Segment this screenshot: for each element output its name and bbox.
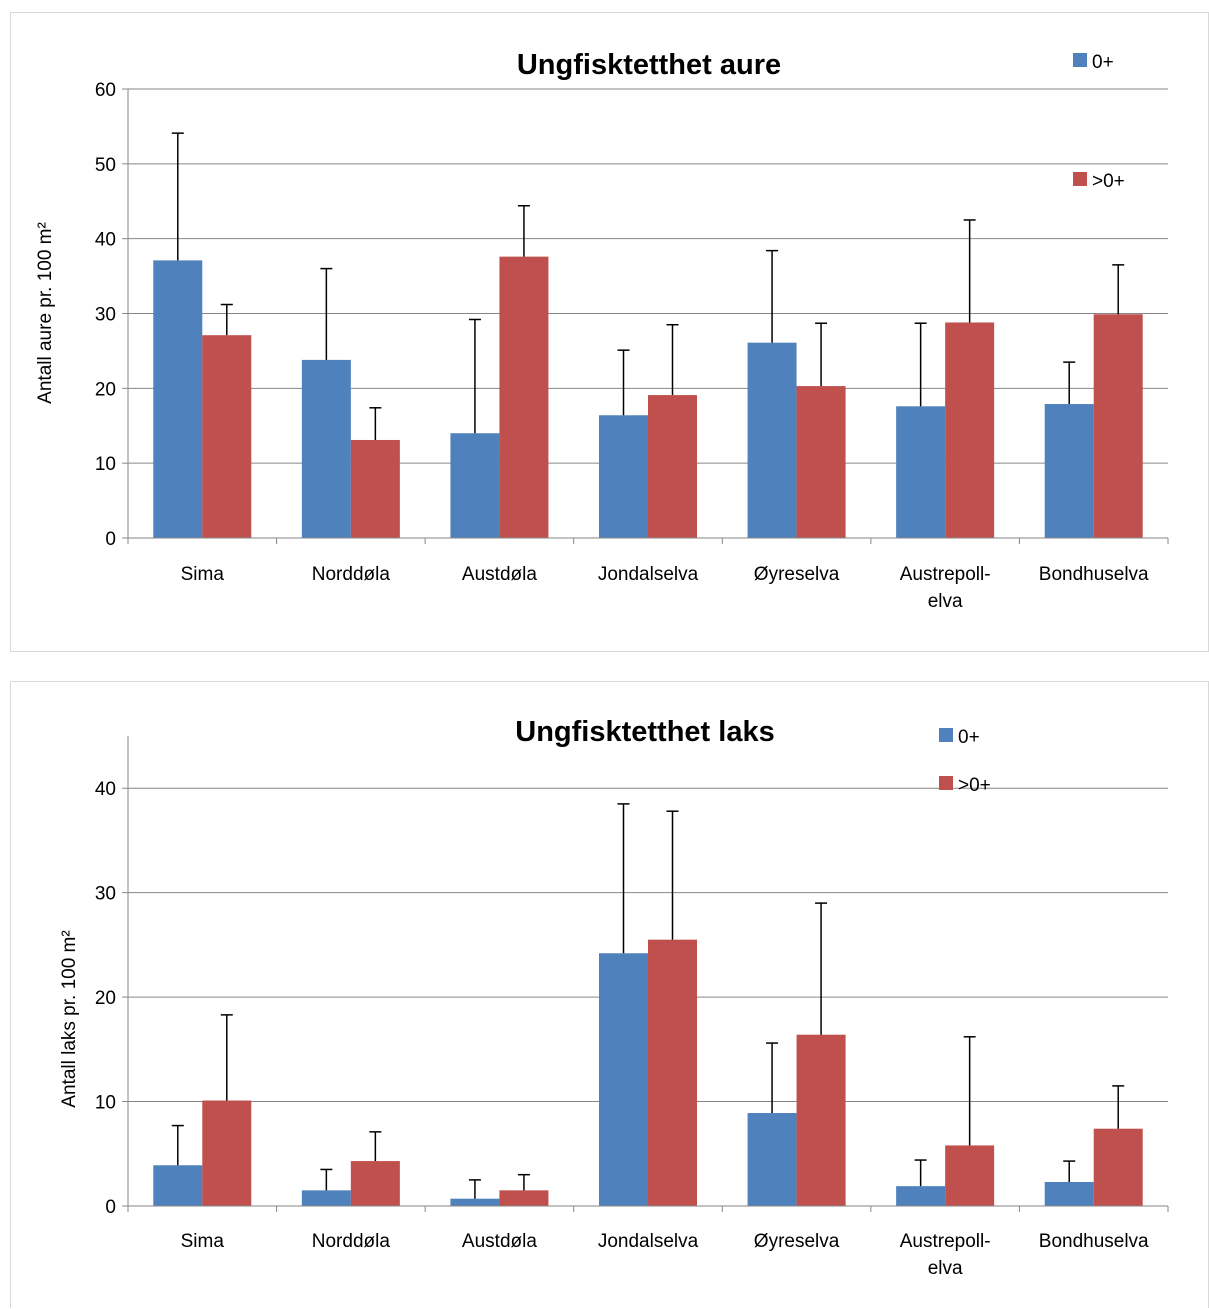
category-label-4: Øyreselva <box>754 1231 840 1252</box>
bar-age0-5 <box>896 1186 946 1206</box>
bar-older-6 <box>1093 314 1143 538</box>
legend-label-1: >0+ <box>1092 171 1125 192</box>
category-label-6: Bondhuselva <box>1039 564 1149 585</box>
bar-older-5 <box>945 322 995 538</box>
chart-title: Ungfisktetthet aure <box>517 49 781 81</box>
y-tick-label-3: 30 <box>95 884 116 905</box>
category-label-4: Øyreselva <box>754 564 840 585</box>
y-tick-label-4: 40 <box>95 230 116 251</box>
y-tick-label-1: 10 <box>95 454 116 475</box>
category-label-5-line1: elva <box>928 591 963 612</box>
bar-age0-4 <box>747 342 797 538</box>
chart-laks-svg: 0 10 20 30 40 Sima Norddøla Austdøla Jondalselva… <box>59 716 1169 1279</box>
category-label-0: Sima <box>181 1231 225 1252</box>
bar-older-3 <box>648 395 697 538</box>
bar-age0-6 <box>1044 404 1094 538</box>
y-tick-label-2: 20 <box>95 988 116 1009</box>
bar-age0-5 <box>896 406 946 538</box>
bar-older-2 <box>499 1190 549 1206</box>
y-tick-label-2: 20 <box>95 379 116 400</box>
category-label-1: Norddøla <box>312 564 391 585</box>
y-tick-label-0: 0 <box>105 529 116 550</box>
bar-older-4 <box>796 1034 846 1206</box>
y-tick-label-4: 40 <box>95 779 116 800</box>
chart-laks: 0 10 20 30 40 Sima Norddøla Austdøla Jondalselva… <box>10 681 1209 1308</box>
bar-older-0 <box>202 1100 252 1206</box>
category-label-5-line0: Austrepoll- <box>900 1231 991 1252</box>
category-label-2: Austdøla <box>462 564 537 585</box>
y-tick-label-5: 50 <box>95 155 116 176</box>
bar-older-1 <box>350 439 400 538</box>
chart-title: Ungfisktetthet laks <box>515 716 774 748</box>
bar-age0-4 <box>747 1113 797 1206</box>
category-label-3: Jondalselva <box>598 564 699 585</box>
bar-age0-0 <box>153 260 203 538</box>
bar-older-1 <box>350 1161 400 1206</box>
legend-label-1: >0+ <box>958 775 991 796</box>
y-tick-label-0: 0 <box>105 1197 116 1218</box>
legend-swatch-1 <box>1073 172 1087 186</box>
category-label-5-line0: Austrepoll- <box>900 564 991 585</box>
legend-label-0: 0+ <box>1092 52 1114 73</box>
y-tick-label-6: 60 <box>95 80 116 101</box>
chart-aure: 0 10 20 30 40 50 60 Sima Norddøla Austdøla Jondals… <box>10 12 1209 652</box>
legend-swatch-0 <box>939 728 953 742</box>
bar-age0-2 <box>450 433 500 538</box>
bar-older-0 <box>202 335 252 538</box>
category-label-6: Bondhuselva <box>1039 1231 1149 1252</box>
bar-older-6 <box>1093 1128 1143 1206</box>
bar-age0-3 <box>599 953 648 1206</box>
bar-age0-0 <box>153 1165 203 1206</box>
category-label-0: Sima <box>181 564 225 585</box>
bar-older-3 <box>648 939 697 1206</box>
bar-age0-2 <box>450 1198 500 1206</box>
bar-older-5 <box>945 1145 995 1206</box>
bar-age0-1 <box>301 359 351 538</box>
bar-older-2 <box>499 256 549 538</box>
y-tick-label-1: 10 <box>95 1093 116 1114</box>
legend-swatch-0 <box>1073 53 1087 67</box>
legend-label-0: 0+ <box>958 727 980 748</box>
chart-aure-svg: 0 10 20 30 40 50 60 Sima Norddøla Austdøla Jondals… <box>35 49 1169 612</box>
category-label-5-line1: elva <box>928 1258 963 1279</box>
bar-age0-1 <box>301 1190 351 1206</box>
bar-age0-3 <box>599 415 648 538</box>
category-label-1: Norddøla <box>312 1231 391 1252</box>
y-axis-label: Antall aure pr. 100 m² <box>35 222 56 404</box>
y-axis-label: Antall laks pr. 100 m² <box>59 930 80 1107</box>
legend-swatch-1 <box>939 776 953 790</box>
y-tick-label-3: 30 <box>95 305 116 326</box>
bar-age0-6 <box>1044 1181 1094 1206</box>
category-label-3: Jondalselva <box>598 1231 699 1252</box>
bar-older-4 <box>796 386 846 538</box>
category-label-2: Austdøla <box>462 1231 537 1252</box>
